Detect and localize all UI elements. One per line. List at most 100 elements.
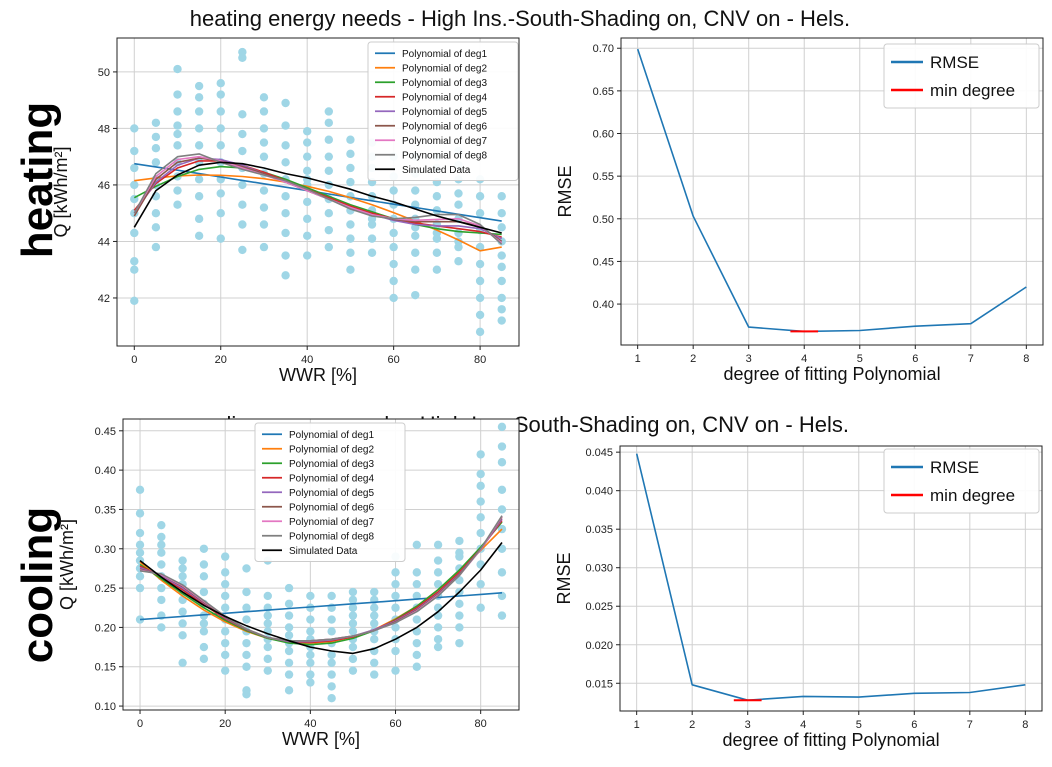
- scatter-point: [281, 192, 290, 201]
- scatter-point: [216, 90, 225, 99]
- scatter-point: [173, 107, 182, 116]
- scatter-point: [199, 627, 209, 636]
- y-tick-label: 0.20: [95, 622, 116, 634]
- scatter-point: [199, 560, 209, 569]
- scatter-point: [348, 603, 358, 612]
- scatter-point: [151, 208, 161, 218]
- scatter-point: [370, 603, 379, 612]
- scatter-point: [151, 223, 161, 232]
- legend-label: Polynomial of deg5: [402, 107, 487, 118]
- scatter-point: [194, 192, 204, 201]
- x-tick-label: 0: [137, 718, 143, 730]
- scatter-point: [259, 242, 269, 252]
- x-axis-label: WWR [%]: [282, 729, 360, 749]
- scatter-point: [242, 638, 251, 648]
- scatter-point: [475, 208, 485, 218]
- scatter-point: [433, 635, 443, 644]
- scatter-point: [497, 611, 507, 620]
- scatter-point: [348, 654, 358, 664]
- x-tick-label: 60: [388, 354, 400, 366]
- scatter-point: [389, 242, 398, 252]
- scatter-point: [476, 528, 485, 538]
- scatter-point: [284, 623, 294, 632]
- scatter-point: [194, 214, 204, 224]
- x-tick-label: 2: [690, 353, 696, 365]
- scatter-point: [475, 259, 485, 269]
- scatter-point: [324, 118, 334, 127]
- scatter-point: [327, 591, 336, 601]
- scatter-point: [348, 642, 358, 652]
- series-line-deg8: [139, 515, 503, 642]
- legend-box: [367, 41, 519, 181]
- scatter-point: [216, 107, 225, 116]
- scatter-point: [173, 141, 182, 150]
- scatter-point: [497, 505, 507, 514]
- y-tick-label: 0.40: [95, 465, 116, 477]
- scatter-point: [216, 189, 225, 198]
- legend-label: Polynomial of deg2: [402, 63, 487, 74]
- scatter-point: [173, 121, 182, 130]
- scatter-point: [389, 259, 398, 269]
- scatter-point: [411, 231, 420, 240]
- scatter-point: [497, 223, 506, 232]
- scatter-point: [391, 603, 400, 612]
- x-tick-label: 4: [801, 353, 807, 365]
- scatter-point: [199, 654, 209, 664]
- y-tick-label: 0.020: [585, 640, 613, 652]
- scatter-point: [324, 152, 334, 161]
- y-tick-label: 50: [98, 67, 110, 79]
- scatter-point: [302, 251, 312, 260]
- scatter-point: [284, 670, 294, 679]
- scatter-point: [370, 670, 379, 679]
- scatter-point: [497, 276, 506, 286]
- scatter-point: [454, 200, 463, 209]
- heating_rmse-frame: [620, 37, 1044, 346]
- scatter-point: [497, 591, 507, 601]
- scatter-point: [327, 627, 336, 636]
- scatter-point: [455, 599, 464, 609]
- scatter-point: [346, 265, 355, 274]
- x-tick-label: 1: [635, 353, 641, 365]
- scatter-point: [135, 548, 145, 557]
- scatter-point: [173, 64, 182, 74]
- x-axis-label: degree of fitting Polynomial: [722, 730, 939, 750]
- scatter-point: [263, 642, 272, 652]
- scatter-point: [432, 192, 442, 201]
- cooling_fit-axes: 0 20 40 60 80 0.10 0.15 0.20 0.25 0.30 0.35 0.40 0.4…: [57, 418, 520, 749]
- scatter-point: [391, 568, 400, 577]
- scatter-point: [173, 90, 182, 99]
- y-tick-label: 0.70: [593, 43, 614, 55]
- scatter-point: [411, 290, 420, 300]
- scatter-point: [389, 228, 398, 238]
- scatter-point: [327, 615, 336, 624]
- scatter-point: [346, 220, 355, 229]
- x-tick-label: 20: [219, 718, 231, 730]
- scatter-point: [389, 276, 398, 286]
- scatter-point: [389, 186, 398, 195]
- scatter-point: [259, 152, 269, 161]
- y-tick-label: 0.25: [95, 583, 116, 595]
- scatter-point: [412, 579, 422, 589]
- legend-label: Polynomial of deg4: [402, 92, 487, 103]
- scatter-point: [238, 110, 247, 119]
- x-tick-label: 8: [1022, 719, 1028, 731]
- scatter-point: [412, 568, 422, 577]
- scatter-point: [220, 638, 230, 648]
- scatter-point: [216, 141, 225, 150]
- scatter-point: [199, 572, 209, 581]
- scatter-point: [199, 619, 209, 628]
- scatter-point: [497, 208, 506, 218]
- scatter-point: [157, 583, 166, 593]
- scatter-point: [220, 650, 230, 660]
- x-axis-label: degree of fitting Polynomial: [723, 364, 940, 384]
- x-tick-label: 6: [911, 719, 917, 731]
- scatter-point: [216, 208, 225, 218]
- y-tick-label: 0.40: [593, 299, 614, 311]
- scatter-point: [130, 228, 139, 238]
- scatter-point: [157, 623, 166, 632]
- y-tick-label: 0.50: [593, 214, 614, 226]
- y-tick-label: 0.015: [585, 678, 613, 690]
- scatter-point: [130, 180, 139, 190]
- scatter-point: [178, 572, 187, 581]
- scatter-point: [433, 568, 443, 577]
